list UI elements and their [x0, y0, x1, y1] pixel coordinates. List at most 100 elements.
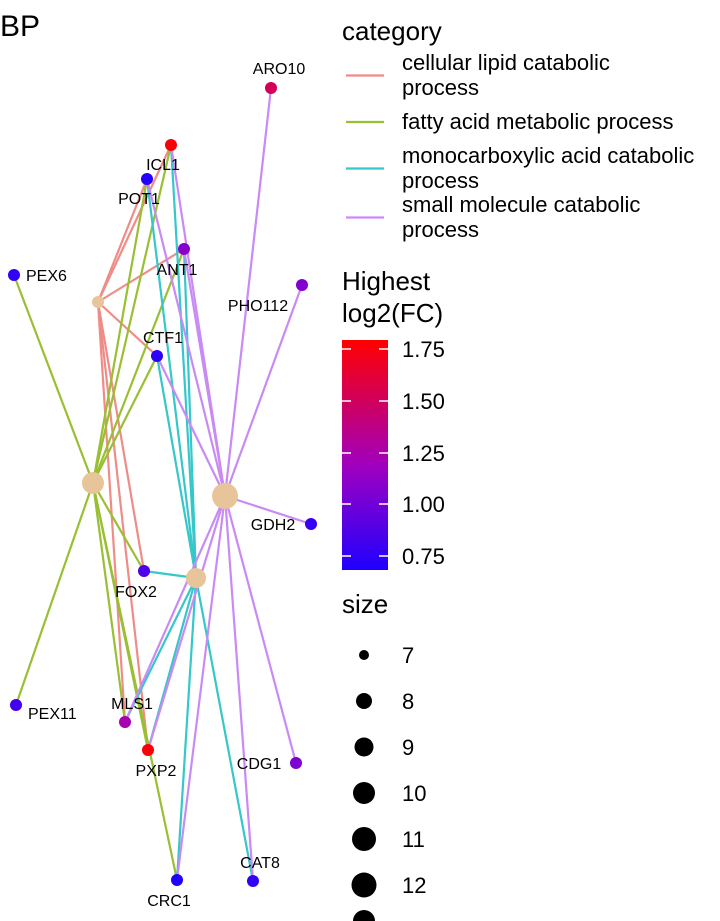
size-legend-dot: [354, 737, 374, 757]
gene-node-pho112: [296, 279, 308, 291]
size-legend-label: 8: [402, 689, 414, 714]
category-legend-label: cellular lipid catabolic: [402, 50, 610, 75]
edge-icl1: [169, 144, 198, 579]
edge-cat8: [223, 495, 255, 882]
color-tick-label: 1.50: [402, 389, 445, 414]
size-legend-dot: [356, 693, 372, 709]
edge-pex11: [14, 482, 95, 706]
gene-label-fox2: FOX2: [115, 584, 157, 601]
size-legend-label: 12: [402, 873, 426, 898]
color-tick-label: 1.75: [402, 337, 445, 362]
edge-pot1: [145, 178, 198, 579]
gene-label-icl1: ICL1: [146, 157, 180, 174]
gene-node-icl1: [165, 139, 177, 151]
category-legend: category cellular lipid catabolicprocess…: [342, 16, 694, 242]
size-legend-dot: [359, 650, 369, 660]
edge-fox2: [92, 482, 145, 572]
category-legend-label: process: [402, 75, 479, 100]
edge-pxp2: [146, 495, 227, 751]
gene-label-aro10: ARO10: [253, 61, 306, 78]
size-legend-dot: [352, 827, 376, 851]
edge-pot1: [145, 178, 227, 497]
size-legend-label: 10: [402, 781, 426, 806]
edge-ant1: [91, 248, 186, 484]
edge-ctf1: [92, 355, 158, 484]
gene-labels: ARO10 ICL1 POT1 ANT1 PEX6 PHO112 CTF1 GDH2 FOX2 P…: [26, 61, 305, 910]
gene-node-ctf1: [151, 350, 163, 362]
edge-ant1: [182, 248, 227, 497]
gene-label-pot1: POT1: [118, 191, 160, 208]
gene-node-pxp2: [142, 744, 154, 756]
size-legend-label: 11: [402, 827, 425, 852]
edge-pot1: [91, 178, 149, 484]
category-legend-label: process: [402, 168, 479, 193]
size-legend-title: size: [342, 589, 388, 619]
color-tick-label: 0.75: [402, 544, 445, 569]
gene-node-aro10: [265, 82, 277, 94]
gene-node-ant1: [178, 243, 190, 255]
gene-node-mls1: [119, 716, 131, 728]
edge-mls1: [96, 301, 127, 723]
category-legend-label: fatty acid metabolic process: [402, 109, 673, 134]
gene-node-crc1: [171, 874, 183, 886]
edge-pxp2: [96, 301, 150, 751]
gene-node-cat8: [247, 875, 259, 887]
size-legend-dot: [353, 782, 375, 804]
gene-node-pot1: [141, 173, 153, 185]
gene-node-cdg1: [290, 757, 302, 769]
color-tick-label: 1.00: [402, 492, 445, 517]
edge-mls1: [123, 495, 227, 723]
category-legend-label: monocarboxylic acid catabolic: [402, 143, 694, 168]
gene-label-ctf1: CTF1: [143, 330, 183, 347]
gene-label-cat8: CAT8: [240, 855, 280, 872]
gene-nodes: [8, 82, 317, 887]
gene-node-pex6: [8, 269, 20, 281]
edge-pex6: [12, 274, 95, 484]
edge-cat8: [194, 577, 255, 882]
size-legend-dot-partial: [353, 910, 375, 921]
edge-ctf1: [155, 355, 198, 579]
edge-ant1: [182, 248, 198, 579]
edge-ctf1: [156, 355, 226, 497]
color-gradient-bar: [342, 340, 388, 570]
size-legend-dot: [351, 872, 377, 898]
edge-fox2: [96, 301, 146, 572]
network-edges: [12, 87, 312, 882]
gene-node-fox2: [138, 565, 150, 577]
category-legend-label: small molecule catabolic: [402, 192, 640, 217]
edge-mls1: [91, 482, 127, 723]
edge-cdg1: [223, 495, 298, 764]
gene-label-pex11: PEX11: [28, 706, 77, 723]
gene-node-gdh2: [305, 518, 317, 530]
size-legend-label: 7: [402, 643, 414, 668]
category-node: [92, 296, 104, 308]
color-tick-label: 1.25: [402, 441, 445, 466]
gene-label-gdh2: GDH2: [251, 517, 296, 534]
edge-pot1: [96, 178, 149, 303]
edge-aro10: [223, 87, 273, 497]
gene-label-pxp2: PXP2: [136, 763, 177, 780]
edge-crc1: [175, 577, 198, 881]
category-node: [82, 472, 104, 494]
category-nodes: [82, 296, 238, 588]
category-legend-label: process: [402, 217, 479, 242]
gene-label-pex6: PEX6: [26, 268, 67, 285]
gene-node-pex11: [10, 699, 22, 711]
gene-label-mls1: MLS1: [111, 696, 153, 713]
gene-label-cdg1: CDG1: [237, 756, 282, 773]
color-legend-title-line2: log2(FC): [342, 298, 443, 328]
size-legend-label: 9: [402, 735, 414, 760]
edge-icl1: [97, 144, 172, 303]
size-legend: size 7 8 9 10 11 12: [342, 589, 426, 921]
category-legend-title: category: [342, 16, 442, 46]
category-node: [212, 483, 238, 509]
edge-mls1: [124, 577, 197, 723]
category-node: [186, 568, 206, 588]
color-legend-title-line1: Highest: [342, 266, 431, 296]
edge-pho112: [223, 284, 304, 497]
gene-label-pho112: PHO112: [228, 298, 288, 315]
edge-crc1: [175, 495, 227, 881]
edge-gdh2: [224, 494, 312, 526]
edge-crc1: [91, 482, 179, 881]
